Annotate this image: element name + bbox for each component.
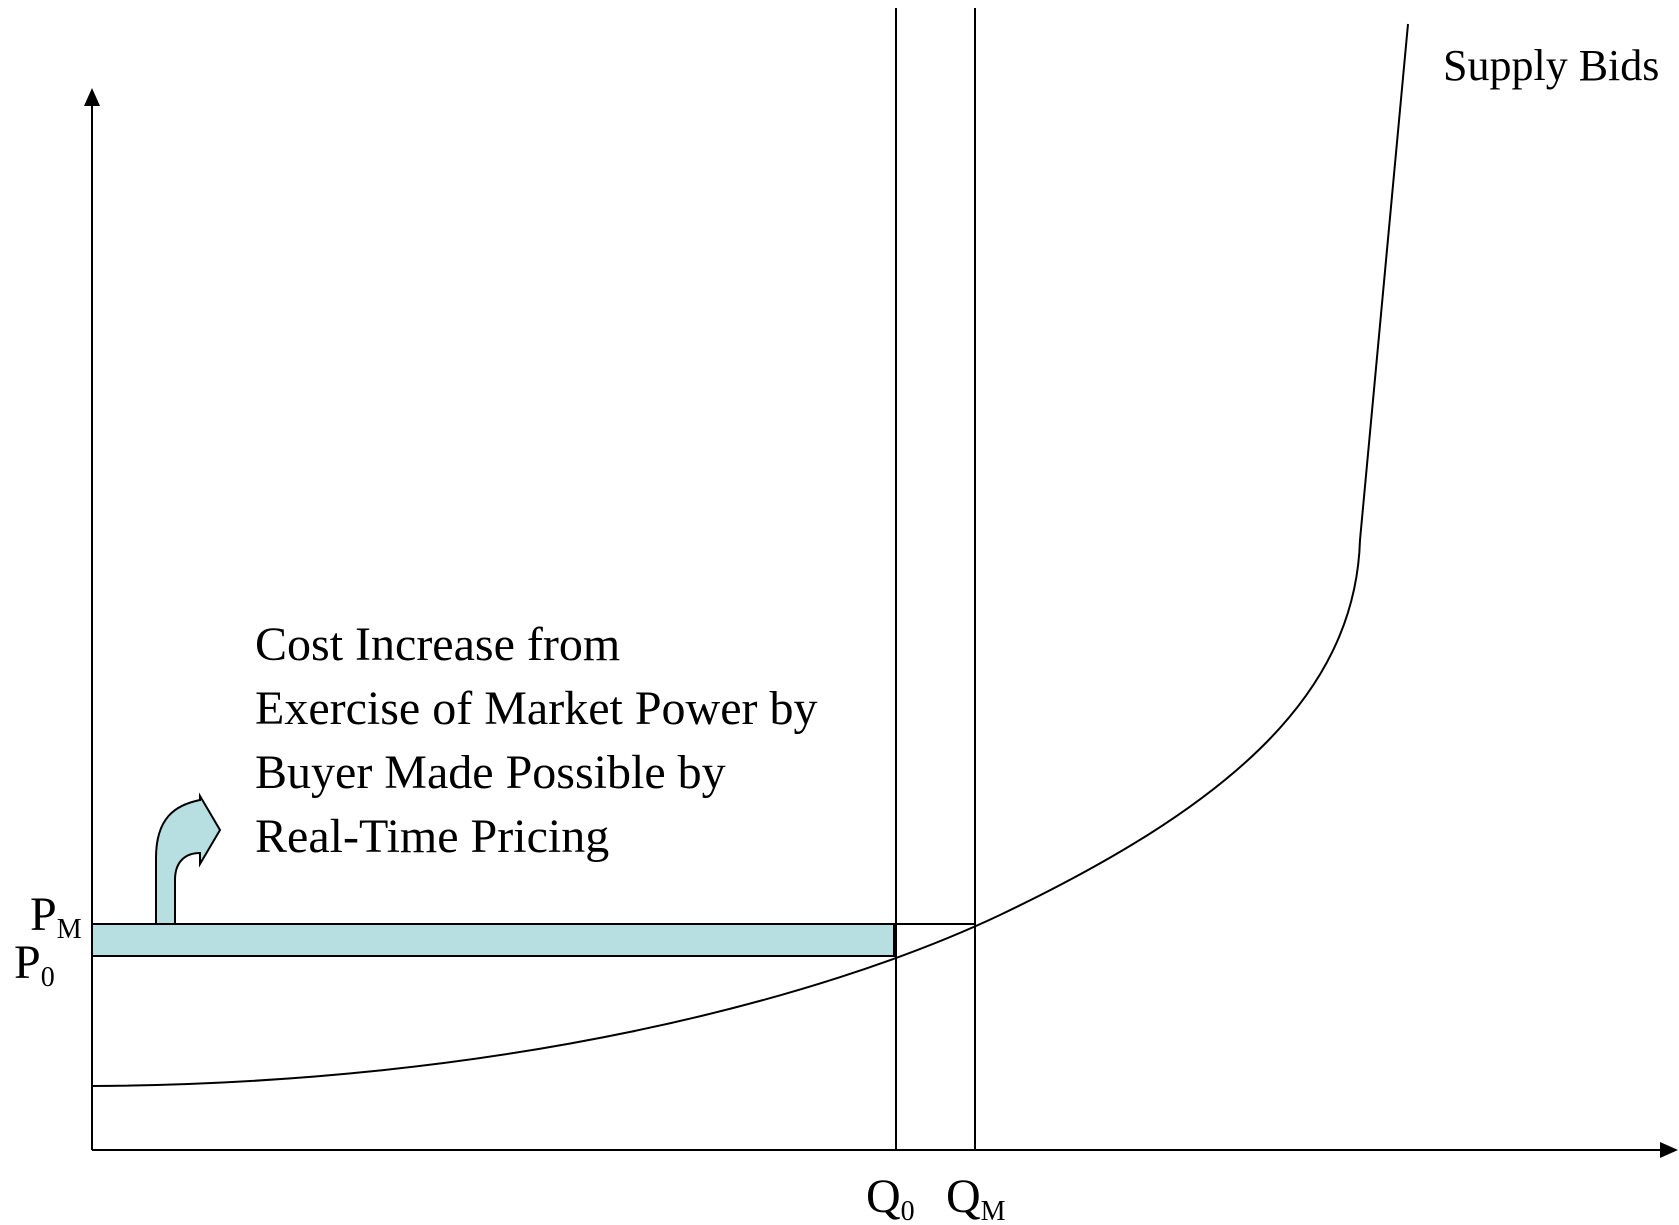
annotation-line-4: Real-Time Pricing <box>255 810 609 863</box>
curved-up-right-arrow-icon <box>155 792 222 925</box>
annotation-line-3: Buyer Made Possible by <box>255 746 726 799</box>
qm-label: QM <box>946 1170 1006 1225</box>
pm-label: PM <box>30 888 82 945</box>
cost-increase-area <box>91 923 895 957</box>
supply-bids-curve <box>91 23 1409 1087</box>
supply-bids-label: Supply Bids <box>1443 41 1659 90</box>
p0-label: P0 <box>14 936 55 993</box>
x-axis-arrowhead <box>1660 1142 1678 1158</box>
annotation-line-2: Exercise of Market Power by <box>255 682 817 735</box>
q0-label: Q0 <box>866 1170 915 1225</box>
y-axis-arrowhead <box>84 88 100 106</box>
annotation-line-1: Cost Increase from <box>255 618 620 671</box>
